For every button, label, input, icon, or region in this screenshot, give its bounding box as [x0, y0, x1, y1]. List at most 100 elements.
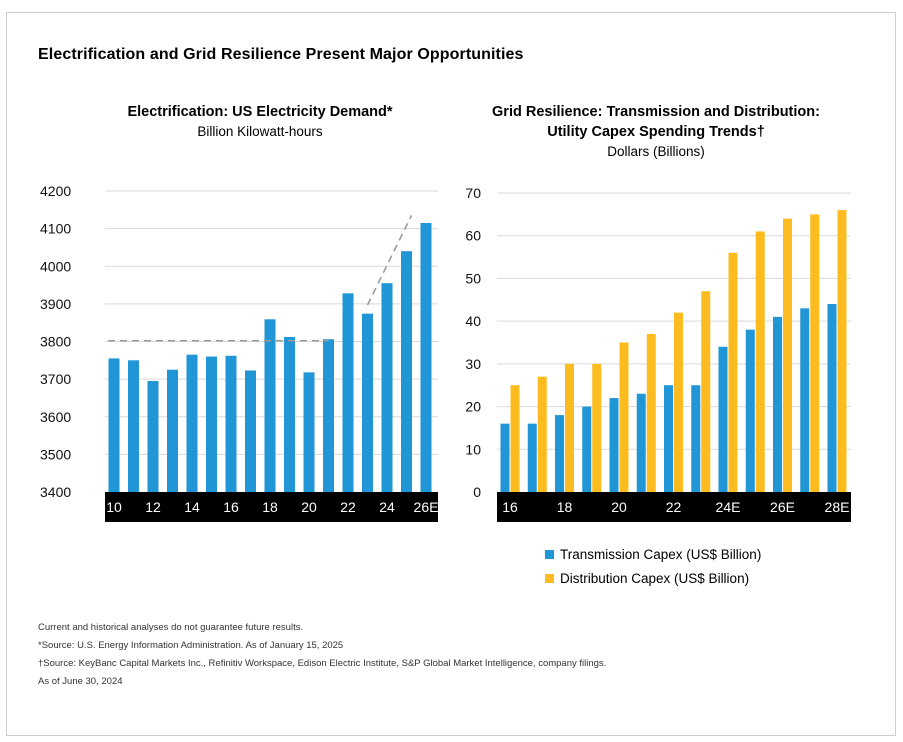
left-bar-12: [147, 381, 159, 492]
right-y-tick-label: 0: [473, 484, 481, 500]
footnotes: Current and historical analyses do not g…: [38, 619, 606, 691]
figure-title: Electrification and Grid Resilience Pres…: [38, 46, 524, 63]
right-y-tick-label: 10: [465, 441, 481, 457]
right-y-tick-label: 30: [465, 356, 481, 372]
left-y-tick-label: 4100: [40, 221, 71, 237]
right-bar-transmission-22: [664, 385, 673, 492]
left-x-tick-label: 16: [223, 499, 239, 515]
right-chart-subtitle: Dollars (Billions): [607, 144, 705, 159]
left-y-tick-label: 3900: [40, 296, 71, 312]
right-y-tick-label: 20: [465, 399, 481, 415]
left-bar-20: [303, 372, 315, 492]
right-y-tick-label: 70: [465, 185, 481, 201]
right-bar-distribution-23: [701, 291, 711, 492]
right-x-tick-label: 16: [502, 499, 518, 515]
right-bar-distribution-18: [565, 363, 574, 492]
right-bar-transmission-28E: [827, 304, 837, 492]
footnote-source-keybanc: †Source: KeyBanc Capital Markets Inc., R…: [38, 658, 607, 669]
right-bar-transmission-26E: [773, 316, 782, 492]
right-x-tick-label: 22: [666, 499, 682, 515]
left-x-tick-label: 12: [145, 499, 161, 515]
left-x-axis-band: [105, 492, 438, 522]
left-bar-19: [284, 336, 295, 492]
left-chart-title: Electrification: US Electricity Demand*: [127, 104, 393, 120]
legend-swatch-transmission: [545, 550, 554, 559]
left-y-tick-label: 3800: [40, 334, 71, 350]
left-x-tick-label: 24: [379, 499, 395, 515]
right-chart-title-line-2: Utility Capex Spending Trends†: [547, 124, 765, 140]
right-bar-transmission-16: [500, 423, 510, 492]
left-x-tick-label: 10: [106, 499, 122, 515]
legend-swatch-distribution: [545, 574, 554, 583]
left-bar-25: [401, 251, 412, 492]
left-bar-21: [323, 339, 334, 492]
right-x-tick-label: 18: [557, 499, 573, 515]
right-bar-distribution-21: [646, 333, 656, 492]
right-bar-distribution-19: [592, 363, 602, 492]
left-bar-23: [362, 313, 373, 492]
right-bar-transmission-23: [691, 385, 701, 492]
left-x-tick-label: 14: [184, 499, 200, 515]
left-bar-13: [167, 369, 178, 492]
right-y-tick-label: 60: [465, 228, 481, 244]
left-y-tick-label: 3400: [40, 484, 71, 500]
right-y-tick-label: 50: [465, 270, 481, 286]
left-bar-26E: [420, 222, 432, 492]
right-x-tick-label: 26E: [770, 499, 795, 515]
left-bar-24: [381, 283, 393, 492]
footnote-disclaimer: Current and historical analyses do not g…: [38, 622, 304, 633]
left-x-tick-label: 18: [262, 499, 278, 515]
right-bar-distribution-28E: [837, 210, 847, 493]
left-x-tick-label: 20: [301, 499, 317, 515]
right-bar-transmission-17: [527, 423, 537, 492]
left-bar-16: [225, 355, 237, 492]
right-bar-distribution-16: [510, 385, 520, 492]
legend-label-distribution: Distribution Capex (US$ Billion): [560, 571, 750, 586]
right-bar-transmission-18: [555, 415, 564, 492]
right-bar-transmission-20: [609, 398, 619, 492]
left-y-tick-label: 3600: [40, 409, 71, 425]
legend-label-transmission: Transmission Capex (US$ Billion): [560, 547, 762, 562]
left-bar-14: [186, 354, 198, 492]
left-y-tick-label: 3700: [40, 371, 71, 387]
footnote-source-eia: *Source: U.S. Energy Information Adminis…: [38, 640, 344, 651]
left-bar-11: [128, 360, 139, 492]
left-bar-15: [206, 356, 217, 492]
left-y-tick-label: 4000: [40, 258, 71, 274]
right-bar-transmission-27E: [800, 308, 810, 492]
legend-item-transmission: Transmission Capex (US$ Billion): [545, 547, 761, 562]
left-bar-22: [342, 293, 354, 492]
right-y-tick-label: 40: [465, 313, 481, 329]
left-y-tick-label: 4200: [40, 183, 71, 199]
left-x-tick-label: 26E: [414, 499, 439, 515]
left-chart-subtitle: Billion Kilowatt-hours: [197, 124, 323, 139]
left-bar-17: [245, 370, 256, 492]
right-bar-distribution-20: [619, 342, 629, 492]
left-chart-header: Electrification: US Electricity Demand* …: [60, 102, 460, 142]
left-bar-18: [264, 319, 276, 492]
right-bar-transmission-24E: [718, 346, 728, 492]
right-x-tick-label: 20: [611, 499, 627, 515]
right-x-tick-label: 28E: [825, 499, 850, 515]
right-bar-transmission-19: [582, 406, 592, 492]
right-bar-distribution-25E: [755, 231, 765, 492]
right-x-axis-band: [497, 492, 851, 522]
right-bar-distribution-22: [674, 312, 683, 492]
right-bar-distribution-17: [537, 376, 547, 492]
right-bar-transmission-21: [636, 393, 646, 492]
right-bar-transmission-25E: [745, 329, 755, 492]
right-bar-distribution-27E: [810, 214, 820, 492]
left-bar-10: [108, 358, 120, 492]
legend-item-distribution: Distribution Capex (US$ Billion): [545, 571, 749, 586]
right-chart-title-line-1: Grid Resilience: Transmission and Distri…: [492, 104, 820, 120]
right-x-tick-label: 24E: [716, 499, 741, 515]
right-bar-distribution-26E: [783, 218, 792, 492]
left-x-tick-label: 22: [340, 499, 356, 515]
footnote-as-of: As of June 30, 2024: [38, 676, 123, 687]
right-bar-distribution-24E: [728, 252, 738, 492]
figure-frame: [6, 12, 896, 736]
right-chart-header: Grid Resilience: Transmission and Distri…: [456, 102, 856, 162]
left-trend-line-2: [366, 215, 413, 306]
left-y-tick-label: 3500: [40, 446, 71, 462]
